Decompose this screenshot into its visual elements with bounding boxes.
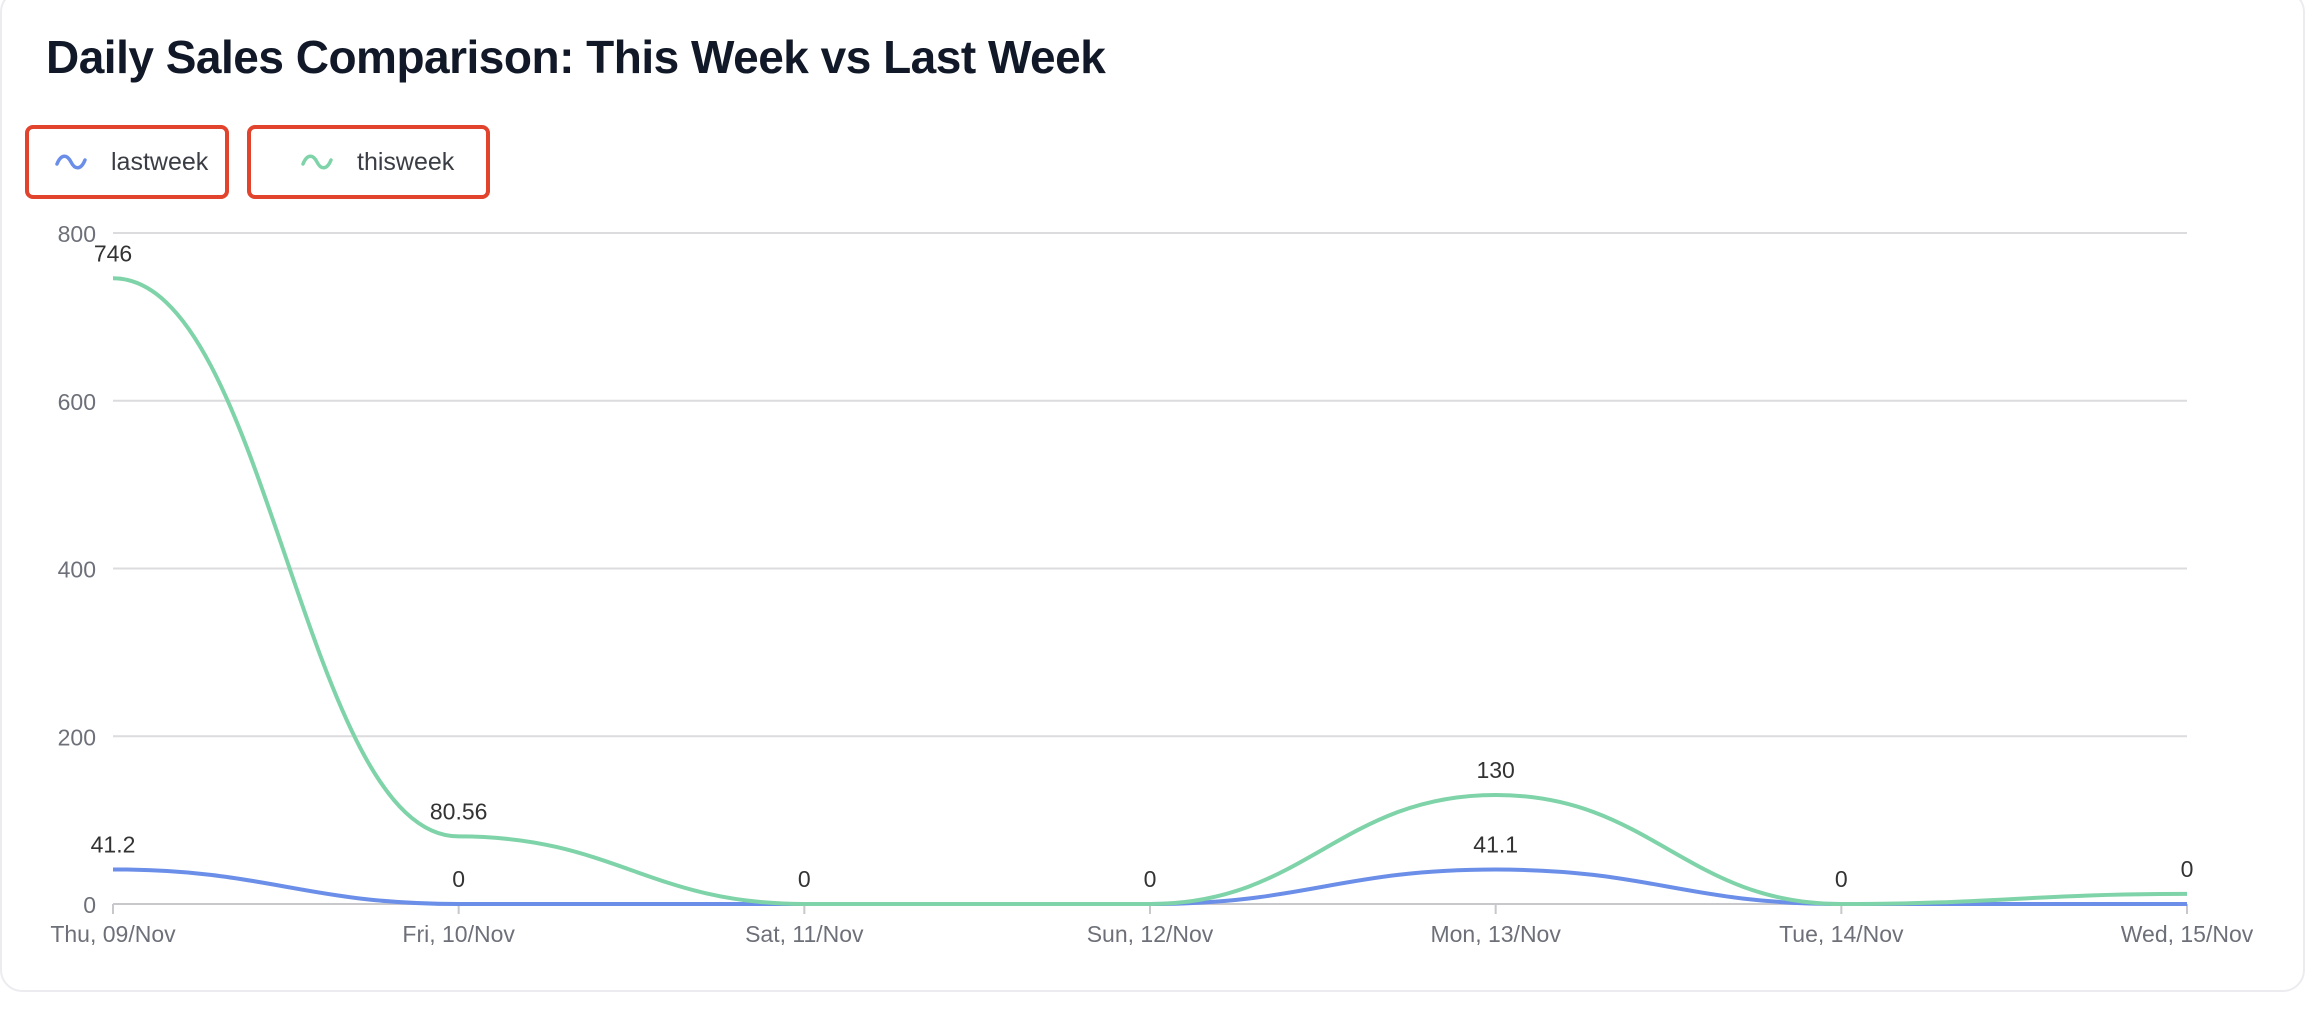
legend-label-lastweek: lastweek <box>111 147 209 176</box>
y-tick-label: 200 <box>58 724 96 750</box>
x-tick-label: Sun, 12/Nov <box>1087 921 1214 947</box>
legend-item-lastweek[interactable]: lastweek <box>25 125 229 199</box>
x-tick-label: Wed, 15/Nov <box>2121 921 2254 947</box>
data-label-thisweek: 0 <box>1144 866 1157 892</box>
data-label-lastweek: 41.1 <box>1473 832 1518 858</box>
chart-title: Daily Sales Comparison: This Week vs Las… <box>46 31 1106 83</box>
wave-line-icon <box>55 154 87 170</box>
data-label-thisweek: 0 <box>1835 866 1848 892</box>
data-label-thisweek: 0 <box>2181 856 2194 882</box>
x-tick-label: Mon, 13/Nov <box>1430 921 1561 947</box>
x-tick-label: Sat, 11/Nov <box>745 921 864 947</box>
x-tick-label: Thu, 09/Nov <box>50 921 176 947</box>
data-label-thisweek: 130 <box>1476 757 1514 783</box>
data-label-lastweek: 0 <box>452 866 465 892</box>
data-label-thisweek: 746 <box>94 240 132 266</box>
legend-item-thisweek[interactable]: thisweek <box>247 125 490 199</box>
y-tick-label: 800 <box>58 221 96 247</box>
data-label-lastweek: 41.2 <box>91 831 136 857</box>
y-tick-label: 0 <box>83 892 96 918</box>
x-tick-label: Tue, 14/Nov <box>1779 921 1904 947</box>
legend-label-thisweek: thisweek <box>357 147 455 176</box>
data-label-thisweek: 0 <box>798 866 811 892</box>
y-tick-label: 400 <box>58 557 96 583</box>
data-label-thisweek: 80.56 <box>430 798 488 824</box>
wave-line-icon <box>301 154 333 170</box>
series-line-thisweek <box>112 276 2188 907</box>
y-tick-label: 600 <box>58 389 96 415</box>
x-tick-label: Fri, 10/Nov <box>402 921 515 947</box>
